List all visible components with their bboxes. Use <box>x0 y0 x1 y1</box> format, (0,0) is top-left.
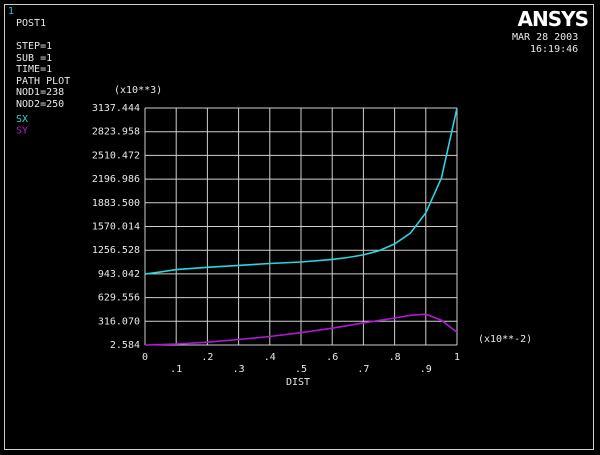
window-number: 1 <box>8 6 15 17</box>
y-tick-label: 1883.500 <box>92 198 140 209</box>
x-tick-label: .1 <box>170 364 182 375</box>
x-tick-label: 1 <box>454 352 460 363</box>
ansys-logo: ANSYS <box>517 7 589 31</box>
info-line: NOD2=250 <box>16 98 65 110</box>
y-tick-label: 316.070 <box>98 316 140 327</box>
legend-sy: SY <box>16 126 28 137</box>
info-line: TIME=1 <box>16 64 53 75</box>
x-multiplier-label: (x10**-2) <box>478 334 532 345</box>
y-tick-label: 2510.472 <box>92 150 140 161</box>
x-tick-label: .6 <box>326 352 338 363</box>
info-line: NOD1=238 <box>16 87 65 98</box>
y-multiplier-label: (x10**3) <box>114 85 162 96</box>
x-tick-label: .3 <box>233 364 245 375</box>
x-tick-label: .5 <box>295 364 307 375</box>
legend-sx: SX <box>16 114 28 125</box>
time-label: 16:19:46 <box>530 44 579 55</box>
y-tick-label: 629.556 <box>98 293 140 304</box>
info-line: POST1 <box>16 18 47 29</box>
series-line-sx <box>144 107 458 275</box>
x-tick-label: .4 <box>264 352 276 363</box>
y-tick-label: 3137.444 <box>92 103 140 114</box>
y-tick-label: 943.042 <box>98 269 140 280</box>
x-tick-label: .7 <box>357 364 369 375</box>
y-tick-label: 2196.986 <box>92 174 140 185</box>
y-tick-label: 1256.528 <box>92 245 140 256</box>
x-tick-label: .8 <box>389 352 401 363</box>
series-line-sy <box>144 313 458 346</box>
plot-frame <box>4 4 594 450</box>
info-line: STEP=1 <box>16 41 53 52</box>
x-tick-label: 0 <box>142 352 148 363</box>
y-tick-label: 1570.014 <box>92 222 140 233</box>
info-line: PATH PLOT <box>16 75 71 87</box>
x-axis-label: DIST <box>286 377 310 388</box>
y-tick-label: 2.584 <box>110 340 140 351</box>
x-tick-label: .2 <box>201 352 213 363</box>
info-line: SUB =1 <box>16 52 53 64</box>
date-label: MAR 28 2003 <box>512 32 579 43</box>
y-tick-label: 2823.958 <box>92 127 140 138</box>
x-tick-label: .9 <box>420 364 432 375</box>
